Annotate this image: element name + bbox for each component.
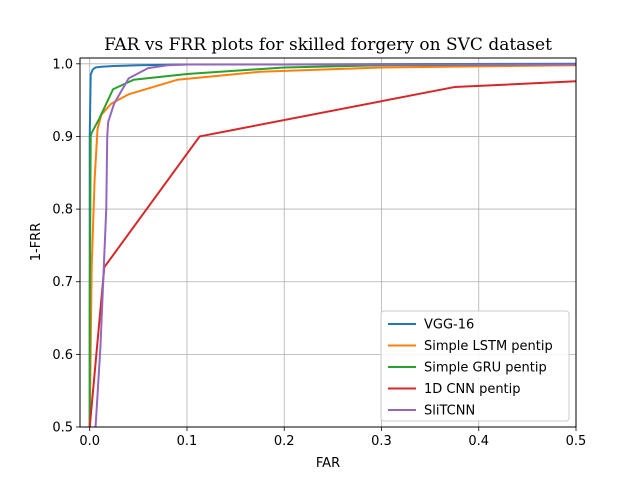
legend-label-simple-lstm-pentip: Simple LSTM pentip [424,339,553,354]
x-tick-label: 0.4 [468,434,489,449]
legend-label-slitcnn: SliTCNN [424,404,475,419]
y-tick-label: 0.7 [52,275,73,290]
y-axis: 0.5 0.6 0.7 0.8 0.9 1.0 [52,57,80,436]
x-tick-label: 0.2 [274,434,295,449]
legend: VGG-16 Simple LSTM pentip Simple GRU penti… [380,310,570,422]
x-tick-label: 0.0 [79,434,100,449]
legend-label-simple-gru-pentip: Simple GRU pentip [424,361,547,376]
legend-box [380,310,570,422]
series-line-simple-lstm-pentip [88,64,576,427]
x-tick-label: 0.3 [371,434,392,449]
y-tick-label: 1.0 [52,57,73,72]
plot-frame [79,57,577,428]
legend-label-1d-cnn-pentip: 1D CNN pentip [424,382,521,397]
series-line-slitcnn [94,63,576,427]
legend-items: VGG-16 Simple LSTM pentip Simple GRU penti… [388,318,553,419]
chart-title: FAR vs FRR plots for skilled forgery on … [104,35,552,55]
series-line-1d-cnn-pentip [88,80,576,427]
y-tick-label: 0.6 [52,348,73,363]
x-tick-label: 0.5 [566,434,587,449]
y-tick-label: 0.8 [52,203,73,218]
y-tick-label: 0.9 [52,130,73,145]
y-tick-label: 0.5 [52,421,73,436]
legend-label-vgg-16: VGG-16 [424,318,474,333]
series-layer [88,62,576,427]
x-axis-label: FAR [316,456,340,471]
series-line-simple-gru-pentip [88,63,576,427]
x-axis: 0.0 0.1 0.2 0.3 0.4 0.5 [79,427,586,449]
y-axis-label: 1-FRR [29,223,44,262]
x-tick-label: 0.1 [177,434,198,449]
